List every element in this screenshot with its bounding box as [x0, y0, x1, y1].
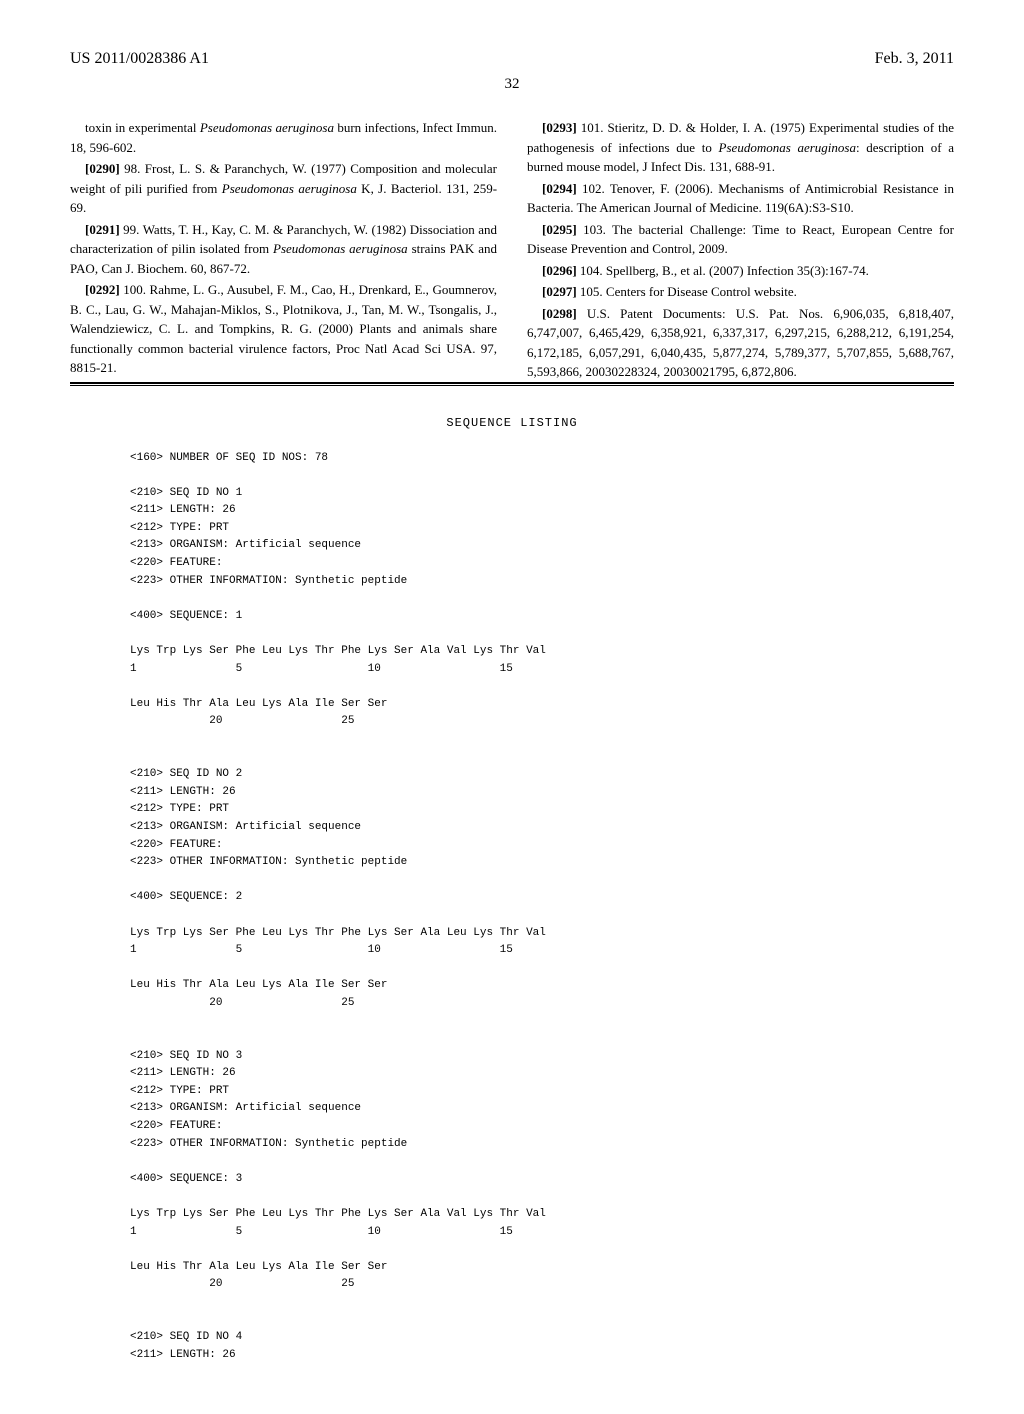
- paragraph-number: [0291]: [85, 222, 120, 237]
- paragraph-number: [0298]: [542, 306, 577, 321]
- publication-date: Feb. 3, 2011: [875, 50, 954, 68]
- paragraph-number: [0294]: [542, 181, 577, 196]
- species-name: Pseudomonas aeruginosa: [200, 120, 334, 135]
- reference-text: 102. Tenover, F. (2006). Mechanisms of A…: [527, 181, 954, 216]
- species-name: Pseudomonas aeruginosa: [719, 140, 856, 155]
- horizontal-rule: [70, 382, 954, 386]
- paragraph-number: [0293]: [542, 120, 577, 135]
- reference-text: 104. Spellberg, B., et al. (2007) Infect…: [577, 263, 869, 278]
- paragraph-number: [0297]: [542, 284, 577, 299]
- reference-text: 103. The bacterial Challenge: Time to Re…: [527, 222, 954, 257]
- reference-text: toxin in experimental: [85, 120, 200, 135]
- two-column-content: toxin in experimental Pseudomonas aerugi…: [70, 118, 954, 382]
- sequence-listing-content: <160> NUMBER OF SEQ ID NOS: 78 <210> SEQ…: [130, 450, 954, 1365]
- species-name: Pseudomonas aeruginosa: [273, 241, 408, 256]
- reference-para: [0295] 103. The bacterial Challenge: Tim…: [527, 220, 954, 259]
- reference-para: [0290] 98. Frost, L. S. & Paranchych, W.…: [70, 159, 497, 218]
- reference-para: [0296] 104. Spellberg, B., et al. (2007)…: [527, 261, 954, 281]
- reference-para: [0297] 105. Centers for Disease Control …: [527, 282, 954, 302]
- reference-para: [0292] 100. Rahme, L. G., Ausubel, F. M.…: [70, 280, 497, 378]
- page-number: 32: [70, 76, 954, 93]
- paragraph-number: [0290]: [85, 161, 120, 176]
- species-name: Pseudomonas aeruginosa: [222, 181, 357, 196]
- reference-text: U.S. Patent Documents: U.S. Pat. Nos. 6,…: [527, 306, 954, 380]
- publication-number: US 2011/0028386 A1: [70, 50, 209, 68]
- reference-para: toxin in experimental Pseudomonas aerugi…: [70, 118, 497, 157]
- paragraph-number: [0296]: [542, 263, 577, 278]
- reference-text: 100. Rahme, L. G., Ausubel, F. M., Cao, …: [70, 282, 497, 375]
- reference-para: [0293] 101. Stieritz, D. D. & Holder, I.…: [527, 118, 954, 177]
- page-header: US 2011/0028386 A1 Feb. 3, 2011: [70, 50, 954, 68]
- reference-para: [0291] 99. Watts, T. H., Kay, C. M. & Pa…: [70, 220, 497, 279]
- reference-para: [0294] 102. Tenover, F. (2006). Mechanis…: [527, 179, 954, 218]
- paragraph-number: [0295]: [542, 222, 577, 237]
- reference-para: [0298] U.S. Patent Documents: U.S. Pat. …: [527, 304, 954, 382]
- sequence-listing-title: SEQUENCE LISTING: [70, 416, 954, 430]
- reference-text: 105. Centers for Disease Control website…: [577, 284, 797, 299]
- paragraph-number: [0292]: [85, 282, 120, 297]
